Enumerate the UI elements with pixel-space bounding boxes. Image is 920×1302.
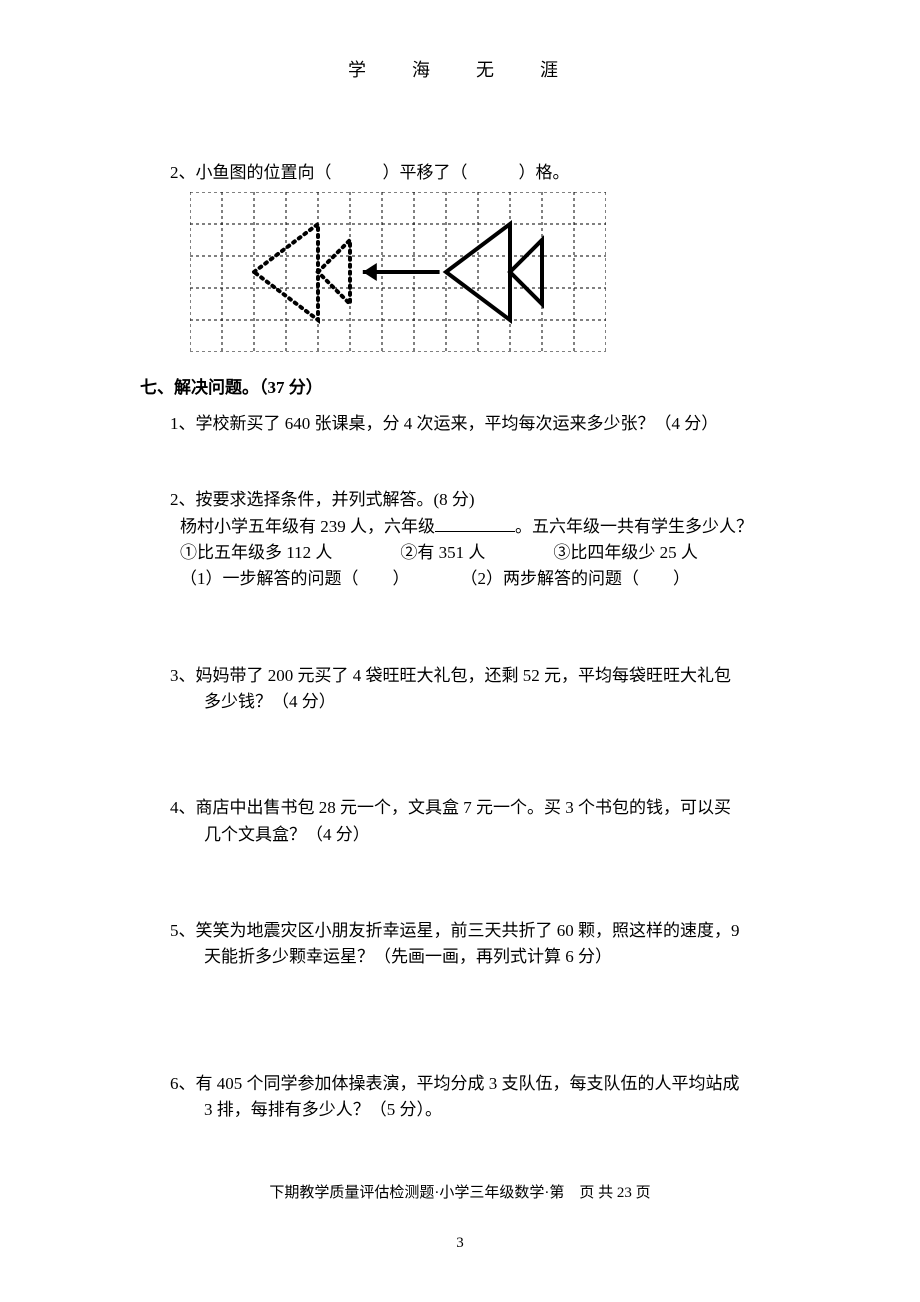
section-7-heading: 七、解决问题。（37 分） xyxy=(140,375,780,401)
problem-5a: 5、笑笑为地震灾区小朋友折幸运星，前三天共折了 60 颗，照这样的速度，9 xyxy=(170,918,780,944)
problem-2-line2a: 杨村小学五年级有 239 人，六年级 xyxy=(180,517,435,536)
problem-4: 4、商店中出售书包 28 元一个，文具盒 7 元一个。买 3 个书包的钱，可以买… xyxy=(170,795,780,848)
problem-2: 2、按要求选择条件，并列式解答。(8 分) 杨村小学五年级有 239 人，六年级… xyxy=(170,487,780,592)
page-content: 2、小鱼图的位置向（ ）平移了（ ）格。 七、解决问题。（37 分） 1、学校新… xyxy=(140,160,780,1124)
problem-3b: 多少钱？（4 分） xyxy=(204,689,780,715)
problem-4b: 几个文具盒？（4 分） xyxy=(204,822,780,848)
problem-5b: 天能折多少颗幸运星？（先画一画，再列式计算 6 分） xyxy=(204,944,780,970)
problem-6a: 6、有 405 个同学参加体操表演，平均分成 3 支队伍，每支队伍的人平均站成 xyxy=(170,1071,780,1097)
fish-grid-diagram xyxy=(190,192,780,360)
blank-line xyxy=(435,515,515,532)
problem-2-line2b: 。五六年级一共有学生多少人？ xyxy=(515,517,753,536)
page-header: 学 海 无 涯 xyxy=(0,56,920,82)
problem-6: 6、有 405 个同学参加体操表演，平均分成 3 支队伍，每支队伍的人平均站成 … xyxy=(170,1071,780,1124)
problem-2-line3: ①比五年级多 112 人 ②有 351 人 ③比四年级少 25 人 xyxy=(180,540,780,566)
problem-6b: 3 排，每排有多少人？（5 分）。 xyxy=(204,1097,780,1123)
page-number: 3 xyxy=(0,1235,920,1252)
page-footer: 下期教学质量评估检测题·小学三年级数学·第 页 共 23 页 xyxy=(0,1181,920,1202)
problem-4a: 4、商店中出售书包 28 元一个，文具盒 7 元一个。买 3 个书包的钱，可以买 xyxy=(170,795,780,821)
problem-2-line2: 杨村小学五年级有 239 人，六年级 。五六年级一共有学生多少人？ xyxy=(180,514,780,540)
problem-2-line1: 2、按要求选择条件，并列式解答。(8 分) xyxy=(170,487,780,513)
problem-3: 3、妈妈带了 200 元买了 4 袋旺旺大礼包，还剩 52 元，平均每袋旺旺大礼… xyxy=(170,663,780,716)
problem-3a: 3、妈妈带了 200 元买了 4 袋旺旺大礼包，还剩 52 元，平均每袋旺旺大礼… xyxy=(170,663,780,689)
question-2: 2、小鱼图的位置向（ ）平移了（ ）格。 xyxy=(170,160,780,186)
problem-5: 5、笑笑为地震灾区小朋友折幸运星，前三天共折了 60 颗，照这样的速度，9 天能… xyxy=(170,918,780,971)
grid-svg xyxy=(190,192,606,352)
problem-2-line4: （1）一步解答的问题（ ） （2）两步解答的问题（ ） xyxy=(180,566,780,592)
problem-1: 1、学校新买了 640 张课桌，分 4 次运来，平均每次运来多少张？（4 分） xyxy=(170,411,780,437)
